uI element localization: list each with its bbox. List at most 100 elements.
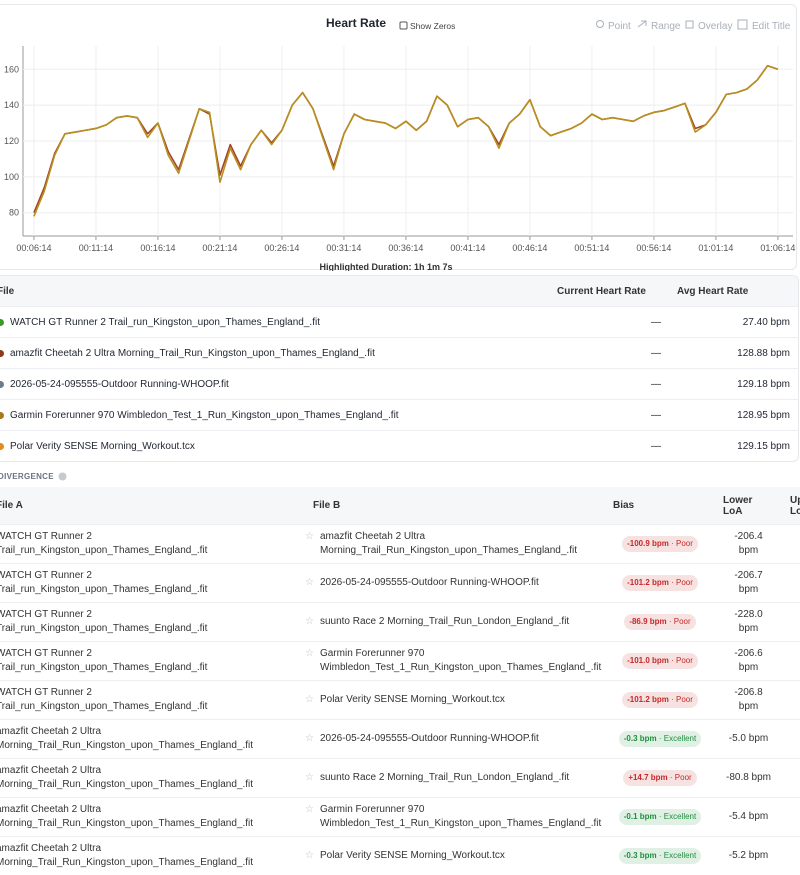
lower-loa: -206.6 bpm — [715, 641, 782, 681]
file-b-wrap: ☆ amazfit Cheetah 2 Ultra Morning_Trail_R… — [305, 530, 597, 558]
tool-point[interactable]: Point — [608, 21, 631, 32]
file-b-cell: ☆ Polar Verity SENSE Morning_Workout.tcx — [305, 836, 605, 875]
bias-quality: Poor — [667, 617, 691, 626]
file-a: WATCH GT Runner 2 Trail_run_Kingston_upo… — [0, 641, 305, 681]
avg-hr: 129.15 bpm — [669, 430, 798, 461]
bias-quality: Poor — [669, 578, 693, 587]
help-icon[interactable] — [58, 472, 67, 481]
file-row: 2026-05-24-095555-Outdoor Running-WHOOP.… — [0, 368, 798, 400]
tool-overlay[interactable]: Overlay — [698, 21, 732, 32]
x-tick-label: 00:31:14 — [326, 243, 361, 253]
star-icon[interactable]: ☆ — [305, 772, 314, 783]
divergence-row: amazfit Cheetah 2 Ultra Morning_Trail_Ru… — [0, 758, 800, 798]
color-dot — [0, 411, 4, 419]
lower-loa: -206.8 bpm — [715, 680, 782, 720]
x-tick-label: 00:21:14 — [202, 243, 237, 253]
bias-cell: -0.3 bpmExcellent — [605, 836, 715, 875]
bias-value: -86.9 bpm — [629, 617, 667, 626]
chart-card: Heart Rate Show Zeros Point Range Overla… — [0, 4, 797, 271]
file-b-wrap: ☆ 2026-05-24-095555-Outdoor Running-WHOOP… — [305, 732, 597, 746]
tool-edit-title[interactable]: Edit Title — [752, 21, 791, 32]
star-icon[interactable]: ☆ — [305, 577, 314, 588]
lower-loa: -206.4 bpm — [715, 524, 782, 564]
upper-loa — [782, 797, 800, 837]
table-body: WATCH GT Runner 2 Trail_run_Kingston_upo… — [0, 306, 798, 461]
upper-loa — [782, 719, 800, 759]
file-b-cell: ☆ 2026-05-24-095555-Outdoor Running-WHOOP… — [305, 563, 605, 603]
x-tick-label: 00:41:14 — [450, 243, 485, 253]
color-dot — [0, 318, 4, 326]
bias-badge: -0.3 bpmExcellent — [618, 848, 702, 864]
bias-quality: Poor — [669, 539, 693, 548]
bias-cell: +14.7 bpmPoor — [605, 758, 715, 798]
column-header: Upper LoA — [782, 487, 800, 525]
bias-cell: -101.2 bpmPoor — [605, 563, 715, 603]
x-tick-label: 00:51:14 — [574, 243, 609, 253]
file-b: suunto Race 2 Morning_Trail_Run_London_E… — [319, 772, 570, 783]
file-b-cell: ☆ Garmin Forerunner 970 Wimbledon_Test_1_… — [305, 797, 605, 837]
file-name: Polar Verity SENSE Morning_Workout.tcx — [10, 440, 195, 452]
divergence-row: amazfit Cheetah 2 Ultra Morning_Trail_Ru… — [0, 719, 800, 759]
bias-quality: Excellent — [657, 734, 697, 743]
y-tick-label: 100 — [4, 172, 19, 182]
column-header: Avg Heart Rate — [669, 276, 798, 307]
star-icon[interactable]: ☆ — [305, 804, 314, 815]
bias-value: -101.2 bpm — [627, 695, 669, 704]
column-header: Current Heart Rate — [549, 276, 669, 307]
icon — [685, 20, 694, 29]
file-b-wrap: ☆ 2026-05-24-095555-Outdoor Running-WHOOP… — [305, 576, 597, 590]
bias-value: -100.9 bpm — [627, 539, 669, 548]
bias-badge: -101.2 bpmPoor — [622, 575, 698, 591]
tool-range[interactable]: Range — [651, 21, 681, 32]
star-icon[interactable]: ☆ — [305, 694, 314, 705]
y-tick-label: 80 — [9, 208, 19, 218]
file-b: 2026-05-24-095555-Outdoor Running-WHOOP.… — [319, 577, 539, 588]
bias-quality: Excellent — [657, 851, 697, 860]
upper-loa — [782, 641, 800, 681]
checkbox-label[interactable]: Show Zeros — [410, 21, 455, 31]
divergence-row: WATCH GT Runner 2 Trail_run_Kingston_upo… — [0, 680, 800, 720]
file-b: 2026-05-24-095555-Outdoor Running-WHOOP.… — [319, 733, 539, 744]
bias-quality: Excellent — [657, 812, 697, 821]
upper-loa — [782, 836, 800, 875]
file-cell: amazfit Cheetah 2 Ultra Morning_Trail_Ru… — [0, 337, 549, 369]
bias-cell: -100.9 bpmPoor — [605, 524, 715, 564]
column-header: File — [0, 276, 549, 307]
file-b-cell: ☆ amazfit Cheetah 2 Ultra Morning_Trail_R… — [305, 524, 605, 564]
checkbox[interactable] — [399, 21, 408, 30]
avg-hr: 27.40 bpm — [669, 306, 798, 338]
x-tick-label: 01:06:14 — [760, 243, 795, 253]
file-b-wrap: ☆ Garmin Forerunner 970 Wimbledon_Test_1_… — [305, 647, 601, 675]
bias-value: -0.1 bpm — [623, 812, 657, 821]
bias-cell: -101.0 bpmPoor — [605, 641, 715, 681]
avg-hr: 128.88 bpm — [669, 337, 798, 369]
star-icon[interactable]: ☆ — [305, 531, 314, 542]
file-b-wrap: ☆ Garmin Forerunner 970 Wimbledon_Test_1_… — [305, 803, 601, 831]
file-row: amazfit Cheetah 2 Ultra Morning_Trail_Ru… — [0, 337, 798, 369]
star-icon[interactable]: ☆ — [305, 733, 314, 744]
x-tick-label: 00:36:14 — [388, 243, 423, 253]
icon — [737, 19, 748, 30]
star-icon[interactable]: ☆ — [305, 616, 314, 627]
file-a: amazfit Cheetah 2 Ultra Morning_Trail_Ru… — [0, 836, 305, 875]
file-a: WATCH GT Runner 2 Trail_run_Kingston_upo… — [0, 563, 305, 603]
file-b: Polar Verity SENSE Morning_Workout.tcx — [319, 850, 505, 861]
lower-loa: -5.4 bpm — [715, 797, 782, 837]
file-b: suunto Race 2 Morning_Trail_Run_London_E… — [319, 616, 570, 627]
bias-value: -101.2 bpm — [627, 578, 669, 587]
file-name: WATCH GT Runner 2 Trail_run_Kingston_upo… — [10, 316, 320, 328]
file-b-cell: ☆ suunto Race 2 Morning_Trail_Run_London_… — [305, 602, 605, 642]
upper-loa — [782, 524, 800, 564]
star-icon[interactable]: ☆ — [305, 648, 314, 659]
x-tick-label: 01:01:14 — [698, 243, 733, 253]
upper-loa — [782, 680, 800, 720]
y-tick-label: 120 — [4, 136, 19, 146]
star-icon[interactable]: ☆ — [305, 850, 314, 861]
x-tick-label: 00:06:14 — [16, 243, 51, 253]
lower-loa: -228.0 bpm — [715, 602, 782, 642]
divergence-row: WATCH GT Runner 2 Trail_run_Kingston_upo… — [0, 641, 800, 681]
